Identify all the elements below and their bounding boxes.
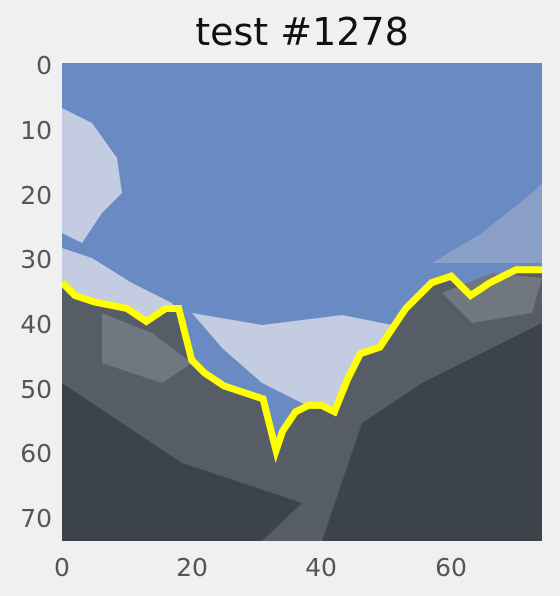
mountain-shadow-right (322, 323, 542, 541)
y-tick-label: 10 (20, 116, 52, 145)
y-tick-label: 50 (20, 375, 52, 404)
mountain-shadow-left (62, 383, 302, 541)
x-tick-label: 60 (435, 553, 467, 582)
left-cloud (62, 108, 122, 243)
y-tick-label: 20 (20, 181, 52, 210)
y-tick-label: 40 (20, 310, 52, 339)
x-tick-label: 20 (176, 553, 208, 582)
image-plot-area (62, 63, 542, 541)
yellow-boundary-line (62, 266, 542, 464)
right-haze (432, 183, 542, 263)
x-tick-label: 0 (54, 553, 70, 582)
y-tick-label: 30 (20, 245, 52, 274)
plot-title: test #1278 (195, 10, 409, 54)
x-tick-label: 40 (305, 553, 337, 582)
ridge-highlight (442, 273, 542, 323)
mountain-highlight (102, 313, 192, 383)
y-tick-label: 0 (36, 51, 52, 80)
y-tick-label: 70 (20, 504, 52, 533)
y-tick-label: 60 (20, 439, 52, 468)
mountain-region (62, 269, 542, 541)
